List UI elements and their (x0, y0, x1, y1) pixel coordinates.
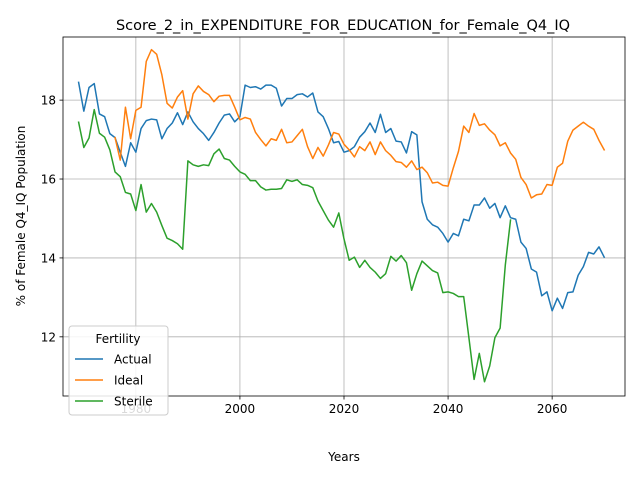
series-ideal (114, 48, 606, 199)
legend: Fertility Actual Ideal Sterile (68, 325, 169, 416)
y-tick-label: 14 (41, 251, 56, 265)
y-tick-label: 18 (41, 94, 56, 108)
legend-label: Sterile (114, 395, 153, 409)
legend-title: Fertility (95, 332, 140, 346)
series-line-sterile (77, 108, 512, 383)
y-tick-label: 12 (41, 330, 56, 344)
series-actual (77, 81, 606, 312)
legend-item-ideal: Ideal (75, 374, 143, 388)
legend-label: Ideal (114, 374, 143, 388)
series-line-ideal (114, 48, 606, 199)
y-axis: 12 14 16 18 (41, 94, 63, 344)
legend-label: Actual (114, 353, 152, 367)
grid (63, 37, 625, 396)
x-axis-label: Years (327, 450, 360, 464)
legend-box (68, 325, 169, 416)
x-tick-label: 2020 (329, 402, 360, 416)
legend-item-sterile: Sterile (75, 395, 153, 409)
y-tick-label: 16 (41, 173, 56, 187)
x-tick-label: 2040 (433, 402, 464, 416)
legend-item-actual: Actual (75, 353, 152, 367)
y-axis-label: % of Female Q4_IQ Population (14, 126, 28, 307)
x-tick-label: 2000 (225, 402, 256, 416)
series-layer (77, 48, 606, 383)
chart-title: Score_2_in_EXPENDITURE_FOR_EDUCATION_for… (116, 18, 570, 34)
series-sterile (77, 108, 512, 383)
x-tick-label: 2060 (537, 402, 568, 416)
series-line-actual (77, 81, 606, 312)
